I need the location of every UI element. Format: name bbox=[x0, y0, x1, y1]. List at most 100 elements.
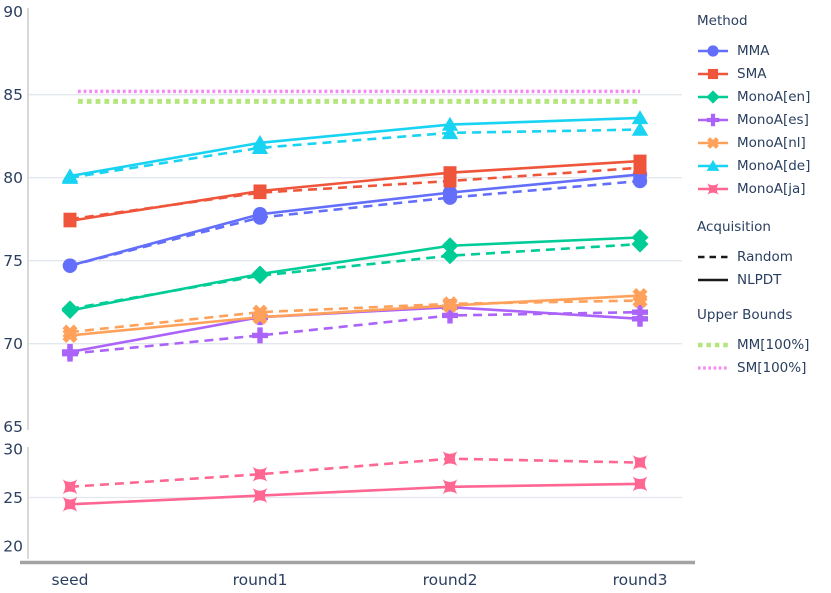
x-tick-label: round3 bbox=[613, 571, 668, 589]
circle-legend-icon bbox=[698, 44, 728, 57]
circle-marker bbox=[707, 44, 719, 57]
y-tick-label: 75 bbox=[3, 252, 23, 270]
y-tick-label: 30 bbox=[3, 441, 23, 459]
legend-item-mm-100-[interactable]: MM[100%] bbox=[697, 333, 831, 356]
series-markers-MonoA[de] bbox=[61, 110, 649, 184]
triangle-up-marker bbox=[441, 125, 459, 140]
x-tick-label: round1 bbox=[233, 571, 288, 589]
diamond-marker bbox=[441, 237, 459, 255]
triangle-up-marker bbox=[251, 135, 269, 150]
cross-legend-icon bbox=[698, 113, 728, 126]
cross-marker bbox=[442, 307, 458, 324]
legend-item-monoa-nl-[interactable]: MonoA[nl] bbox=[697, 131, 831, 154]
axes bbox=[20, 8, 695, 565]
diamond-marker bbox=[706, 89, 720, 104]
series-line-MonoA[nl]-nlpdt bbox=[69, 294, 641, 337]
star-square-marker bbox=[632, 455, 648, 470]
series-line-SMA-nlpdt bbox=[69, 159, 641, 223]
legend-item-monoa-en-[interactable]: MonoA[en] bbox=[697, 85, 831, 108]
x-marker bbox=[442, 297, 458, 314]
legend-item-sm-100-[interactable]: SM[100%] bbox=[697, 356, 831, 379]
legend-item-random[interactable]: Random bbox=[697, 245, 831, 268]
cross-marker bbox=[632, 310, 648, 327]
series-line-MonoA[de]-random bbox=[69, 128, 641, 179]
legend-item-label: MonoA[en] bbox=[737, 88, 811, 105]
legend-item-label: MonoA[ja] bbox=[737, 180, 806, 197]
upper-bound-lines bbox=[78, 89, 640, 104]
legend-upper-bounds-title: Upper Bounds bbox=[697, 307, 793, 323]
series-line-MonoA[en]-nlpdt bbox=[69, 236, 641, 312]
series-line-SMA-random bbox=[69, 166, 641, 221]
series-line-MonoA[es]-nlpdt bbox=[69, 305, 641, 354]
triangle-up-marker bbox=[631, 110, 649, 125]
series-line-MonoA[de]-nlpdt bbox=[69, 116, 641, 178]
legend-item-label: MM[100%] bbox=[737, 336, 810, 353]
y-tick-label: 20 bbox=[3, 538, 23, 556]
gridlines bbox=[28, 94, 682, 499]
legend-item-monoa-ja-[interactable]: MonoA[ja] bbox=[697, 177, 831, 200]
diamond-legend-icon bbox=[698, 89, 728, 104]
legend-item-label: Random bbox=[737, 248, 793, 265]
legend-acquisition-title: Acquisition bbox=[697, 219, 771, 235]
x-tick-label: seed bbox=[52, 571, 89, 589]
y-tick-label: 25 bbox=[3, 489, 23, 507]
legend-item-sma[interactable]: SMA bbox=[697, 62, 831, 85]
star-square-marker bbox=[442, 451, 458, 467]
diamond-marker bbox=[251, 265, 269, 283]
series-markers-MMA bbox=[62, 167, 648, 273]
legend-method-items: MMA SMA MonoA[en] MonoA[es] MonoA[nl] MonoA[d… bbox=[697, 39, 831, 200]
x-legend-icon bbox=[698, 136, 728, 149]
star-square-marker bbox=[632, 476, 648, 492]
solid-line-icon bbox=[698, 278, 728, 281]
legend-item-mma[interactable]: MMA bbox=[697, 39, 831, 62]
legend-item-label: MonoA[nl] bbox=[737, 134, 806, 151]
y-tick-label: 90 bbox=[3, 3, 23, 21]
legend-item-nlpdt[interactable]: NLPDT bbox=[697, 268, 831, 291]
series-line-MonoA[ja]-random bbox=[69, 457, 641, 489]
diamond-marker bbox=[61, 302, 79, 319]
cross-marker bbox=[62, 344, 78, 360]
star-square-marker bbox=[62, 496, 78, 512]
star-square-marker bbox=[252, 466, 268, 482]
series-line-MonoA[es]-random bbox=[69, 310, 641, 355]
legend-acquisition-items: Random NLPDT bbox=[697, 245, 831, 291]
series-markers-SMA bbox=[63, 154, 647, 228]
star-square-marker bbox=[62, 479, 78, 495]
x-marker bbox=[707, 136, 719, 149]
dotted-line-icon bbox=[698, 365, 728, 370]
x-marker bbox=[632, 287, 648, 304]
square-marker bbox=[443, 166, 457, 180]
y-tick-label: 85 bbox=[3, 86, 23, 104]
triangle-up-legend-icon bbox=[698, 159, 728, 171]
y-tick-labels: 90 85 80 75 70 65 30 25 20 bbox=[3, 3, 23, 555]
legend-item-monoa-de-[interactable]: MonoA[de] bbox=[697, 154, 831, 177]
series-markers-MonoA[nl] bbox=[62, 287, 648, 343]
legend-item-label: MonoA[de] bbox=[737, 157, 811, 174]
star-square-marker bbox=[707, 182, 719, 195]
square-marker bbox=[63, 214, 77, 228]
y-tick-label: 65 bbox=[3, 418, 23, 436]
x-tick-labels: seed round1 round2 round3 bbox=[52, 571, 668, 589]
square-marker bbox=[707, 68, 719, 79]
triangle-up-marker bbox=[61, 168, 79, 183]
dashed-line-icon bbox=[698, 255, 728, 258]
series-line-MMA-nlpdt bbox=[69, 173, 641, 267]
line-chart-canvas[interactable]: 90 85 80 75 70 65 30 25 20 seed round1 round2 round3 bbox=[0, 0, 700, 593]
legend-item-label: NLPDT bbox=[737, 271, 782, 288]
y-tick-label: 80 bbox=[3, 169, 23, 187]
circle-marker bbox=[62, 258, 78, 273]
legend-method-title: Method bbox=[697, 13, 748, 29]
series-markers-MonoA[ja] bbox=[62, 451, 648, 512]
dotted-line-icon bbox=[698, 342, 728, 347]
square-marker bbox=[253, 184, 267, 198]
circle-marker bbox=[252, 207, 268, 222]
triangle-up-marker bbox=[706, 159, 720, 171]
legend-upper-bounds-items: MM[100%] SM[100%] bbox=[697, 333, 831, 379]
cross-marker bbox=[706, 113, 720, 126]
legend-item-monoa-es-[interactable]: MonoA[es] bbox=[697, 108, 831, 131]
series-group bbox=[61, 110, 649, 512]
star-square-marker bbox=[252, 488, 268, 503]
x-tick-label: round2 bbox=[423, 571, 478, 589]
star-square-legend-icon bbox=[698, 182, 728, 195]
